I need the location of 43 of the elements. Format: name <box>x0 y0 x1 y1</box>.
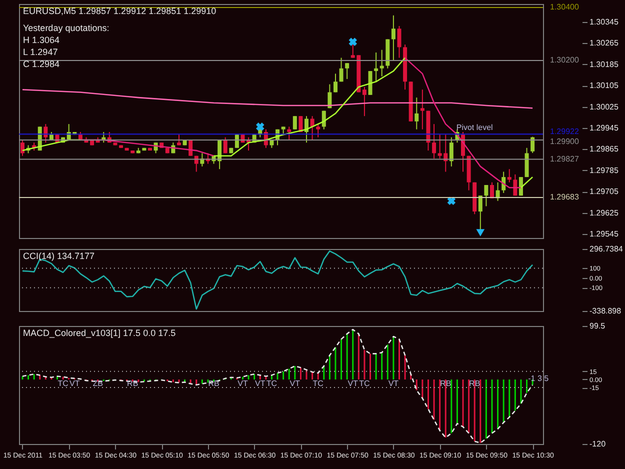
ref-line-label: 1.29827 <box>550 154 580 164</box>
annotation: TC <box>312 379 324 388</box>
y-tick-label: -338.898 <box>590 306 622 316</box>
y-tick-label: 1.29865 <box>590 144 619 154</box>
annotation: L 1.2947 <box>23 47 58 57</box>
y-tick-label: 1.29785 <box>590 166 619 175</box>
y-tick-label: 1.30265 <box>590 38 619 48</box>
annotation: TC <box>359 379 370 388</box>
y-tick-label: 1.29705 <box>590 187 619 196</box>
y-tick-label: 1.30185 <box>590 60 619 69</box>
ref-line-label: 1.30200 <box>550 55 580 64</box>
chart-title: CCI(14) 134.7177 <box>23 251 95 261</box>
annotation: Pivot level <box>456 123 494 132</box>
y-tick-label: 1.29625 <box>590 208 619 218</box>
annotation: ZB <box>92 379 103 388</box>
annotation: Yesterday quotations: <box>23 23 110 33</box>
chart-title: MACD_Colored_v103[1] 17.5 0.0 17.5 <box>23 328 176 338</box>
y-tick-label: 1.30345 <box>590 18 619 27</box>
annotation: TC <box>58 379 69 388</box>
y-tick-label: 1.30025 <box>590 102 619 112</box>
y-tick-label: 296.7384 <box>590 244 624 254</box>
annotation: H 1.3064 <box>23 35 60 45</box>
annotation: -1 3 5 <box>528 374 550 383</box>
annotation: VT <box>388 379 399 388</box>
annotation: C 1.2984 <box>23 59 60 69</box>
annotation: TC <box>266 379 278 388</box>
ref-line-label: 1.29683 <box>550 192 580 202</box>
y-tick-label: 1.29945 <box>590 124 619 133</box>
y-tick-label: 1.29545 <box>590 230 619 239</box>
annotation: VT <box>255 379 266 388</box>
ref-line-label: 1.29900 <box>550 137 580 146</box>
annotation: VT <box>70 379 80 388</box>
y-tick-label: 1.30105 <box>590 81 619 90</box>
annotation: VT <box>348 379 358 388</box>
annotation: RB <box>127 379 138 388</box>
y-tick-label: -120 <box>590 440 606 448</box>
ref-line-label: 1.30400 <box>550 2 580 12</box>
annotation: RB <box>208 379 220 388</box>
annotation: VT <box>238 379 248 388</box>
y-tick-label: 99.5 <box>590 322 606 330</box>
annotation: VT <box>290 379 300 388</box>
chart-title: EURUSD,M5 1.29857 1.29912 1.29851 1.29910 <box>23 6 216 16</box>
ref-line-label: 1.29922 <box>550 127 580 136</box>
